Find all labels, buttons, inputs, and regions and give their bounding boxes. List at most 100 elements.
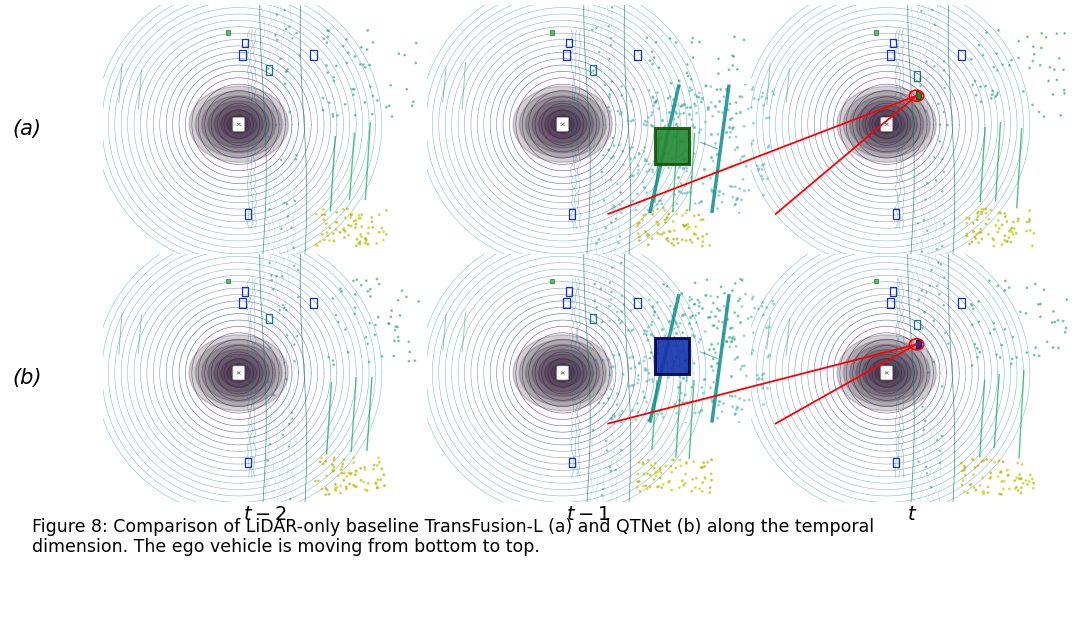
Point <box>611 410 629 420</box>
Point <box>362 82 379 92</box>
Point <box>635 120 652 130</box>
Point <box>977 81 995 91</box>
Point <box>929 435 946 445</box>
Point <box>356 233 374 243</box>
Point <box>622 96 639 106</box>
Point <box>651 337 669 347</box>
Point <box>639 455 657 465</box>
Point <box>678 376 696 386</box>
Point <box>728 195 745 205</box>
Point <box>732 274 750 284</box>
Bar <box>634 298 642 308</box>
Point <box>363 217 380 227</box>
Point <box>917 416 934 426</box>
Point <box>693 303 711 312</box>
Point <box>599 394 617 404</box>
Point <box>662 461 679 471</box>
Point <box>1001 60 1018 70</box>
Point <box>715 301 732 311</box>
Point <box>649 297 666 307</box>
Point <box>969 215 986 225</box>
Point <box>727 278 744 288</box>
Point <box>600 54 618 64</box>
Point <box>935 167 953 177</box>
Circle shape <box>557 120 568 128</box>
Point <box>687 101 704 111</box>
Point <box>728 342 745 352</box>
Point <box>693 487 711 497</box>
Point <box>658 149 675 159</box>
Point <box>729 311 746 321</box>
Point <box>708 414 726 423</box>
Point <box>605 410 622 420</box>
Point <box>607 465 624 475</box>
Point <box>733 404 751 414</box>
FancyBboxPatch shape <box>233 366 244 380</box>
Point <box>635 146 652 156</box>
Point <box>1013 459 1030 469</box>
Point <box>347 110 364 120</box>
Point <box>986 324 1003 334</box>
Point <box>936 83 954 93</box>
FancyBboxPatch shape <box>233 117 244 131</box>
Point <box>635 356 652 366</box>
Bar <box>569 458 575 467</box>
Point <box>348 466 365 476</box>
Point <box>967 234 984 244</box>
Point <box>732 107 750 117</box>
Point <box>969 208 986 218</box>
Point <box>386 336 403 346</box>
Point <box>664 455 681 465</box>
Point <box>318 61 335 71</box>
Point <box>319 38 336 48</box>
Point <box>926 316 943 326</box>
Bar <box>242 38 247 47</box>
Point <box>380 101 397 111</box>
Point <box>724 182 741 192</box>
Point <box>676 356 693 366</box>
Bar <box>550 30 554 35</box>
Point <box>307 476 324 486</box>
Point <box>678 373 696 383</box>
Point <box>664 216 681 226</box>
Point <box>731 394 748 404</box>
Point <box>958 231 975 241</box>
Point <box>591 47 608 57</box>
Point <box>720 324 738 334</box>
Point <box>969 211 986 221</box>
Point <box>967 339 984 349</box>
Point <box>996 476 1013 486</box>
Point <box>624 115 642 125</box>
Point <box>724 61 741 71</box>
Point <box>666 316 684 326</box>
Point <box>651 229 669 239</box>
Point <box>710 292 727 302</box>
Point <box>982 329 999 339</box>
Point <box>687 278 704 288</box>
Circle shape <box>875 115 899 133</box>
Point <box>678 458 696 467</box>
Point <box>1050 316 1067 326</box>
Point <box>378 102 395 112</box>
Point <box>998 216 1015 226</box>
Point <box>639 113 657 123</box>
Point <box>919 368 936 378</box>
Point <box>703 469 720 479</box>
Point <box>321 236 338 246</box>
Point <box>318 490 335 500</box>
Point <box>401 356 418 366</box>
Point <box>380 319 397 329</box>
Point <box>987 92 1004 102</box>
Point <box>935 107 953 117</box>
Point <box>669 199 686 209</box>
Point <box>603 294 620 304</box>
Point <box>1012 488 1029 498</box>
Point <box>910 295 928 305</box>
Point <box>289 292 307 302</box>
Point <box>1026 350 1043 360</box>
Bar <box>890 287 895 296</box>
Point <box>703 97 720 107</box>
Point <box>671 395 688 405</box>
Point <box>704 156 721 166</box>
Circle shape <box>850 96 923 153</box>
